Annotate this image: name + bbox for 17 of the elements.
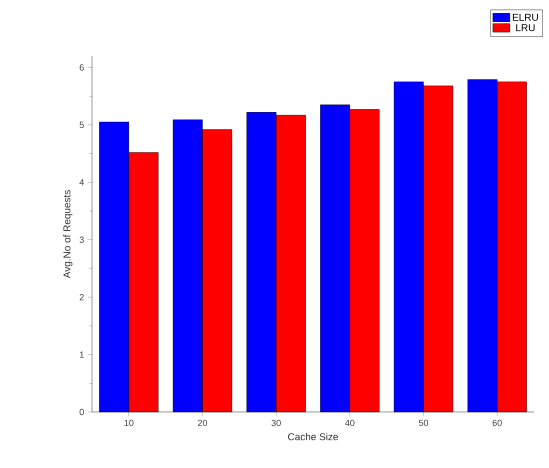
x-tick-label: 60: [492, 420, 502, 426]
legend-label: ELRU: [512, 14, 538, 21]
x-tick-label: 20: [198, 420, 208, 426]
y-tick-label: 0: [80, 408, 84, 416]
y-tick-label: 6: [80, 64, 84, 71]
legend-label: LRU: [516, 24, 535, 32]
x-axis-title: Cache Size: [288, 432, 338, 440]
y-tick-label: 2: [80, 294, 84, 300]
y-tick-label: 4: [79, 179, 84, 186]
y-tick-label: 5: [80, 122, 84, 128]
x-tick-label: 50: [418, 420, 428, 426]
y-tick-label: 1: [80, 351, 84, 358]
x-tick-label: 30: [272, 420, 281, 426]
x-tick-label: 40: [345, 420, 354, 426]
y-axis-title: Avg.No of Requests: [63, 190, 72, 278]
x-tick-label: 10: [124, 420, 134, 426]
y-tick-label: 3: [80, 236, 84, 243]
